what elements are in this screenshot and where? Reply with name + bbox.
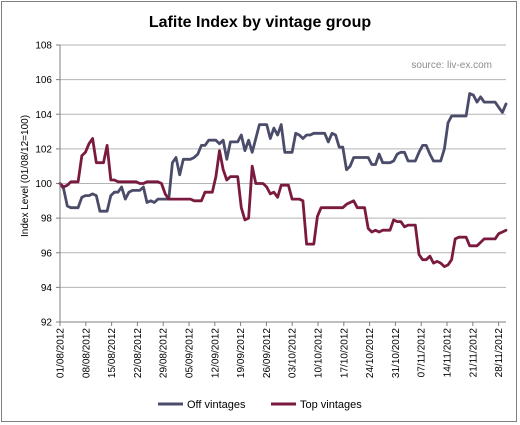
x-tick-label: 08/08/2012 [81,328,92,378]
x-tick-label: 22/08/2012 [133,328,144,378]
x-tick-label: 24/10/2012 [365,328,376,378]
x-tick-label: 21/11/2012 [468,328,479,378]
x-tick-label: 14/11/2012 [443,328,454,378]
legend-label-top-vintages: Top vintages [300,399,362,411]
axes [59,45,506,323]
series-line-top-vintages [58,137,508,269]
y-tick-label: 102 [35,144,52,155]
x-tick-label: 05/09/2012 [185,328,196,378]
chart-title: Lafite Index by vintage group [149,14,371,31]
y-tick-label: 108 [35,41,52,52]
y-tick-label: 96 [41,248,53,259]
y-tick-label: 106 [35,75,52,86]
x-tick-label: 28/11/2012 [494,328,505,378]
y-tick-label: 104 [35,110,52,121]
source-note: source: liv-ex.com [411,60,492,71]
y-tick-label: 92 [41,318,53,329]
x-tick-label: 03/10/2012 [288,328,299,378]
series-lines [58,92,508,269]
x-tick-label: 19/09/2012 [236,328,247,378]
x-tick-label: 31/10/2012 [391,328,402,378]
x-tick-labels: 01/08/2012 08/08/2012 15/08/2012 22/08/2012… [56,328,506,378]
x-tick-label: 17/10/2012 [339,328,350,378]
y-tick-label: 94 [41,283,53,294]
x-tick-label: 07/11/2012 [417,328,428,378]
x-tick-label: 26/09/2012 [262,328,273,378]
y-axis-label: Index Level (01/08/12=100) [20,115,31,237]
x-tick-label: 29/08/2012 [159,328,170,378]
y-tick-label: 98 [41,214,53,225]
legend: Off vintages Top vintages [158,399,362,411]
legend-label-off-vintages: Off vintages [187,399,246,411]
x-tick-label: 10/10/2012 [314,328,325,378]
series-line-off-vintages [58,92,508,213]
x-tick-label: 15/08/2012 [107,328,118,378]
y-tick-labels: 92 94 96 98 100 102 104 106 108 [35,41,52,329]
x-tick-label: 12/09/2012 [210,328,221,378]
x-tick-label: 01/08/2012 [56,328,67,378]
y-tick-label: 100 [35,179,52,190]
